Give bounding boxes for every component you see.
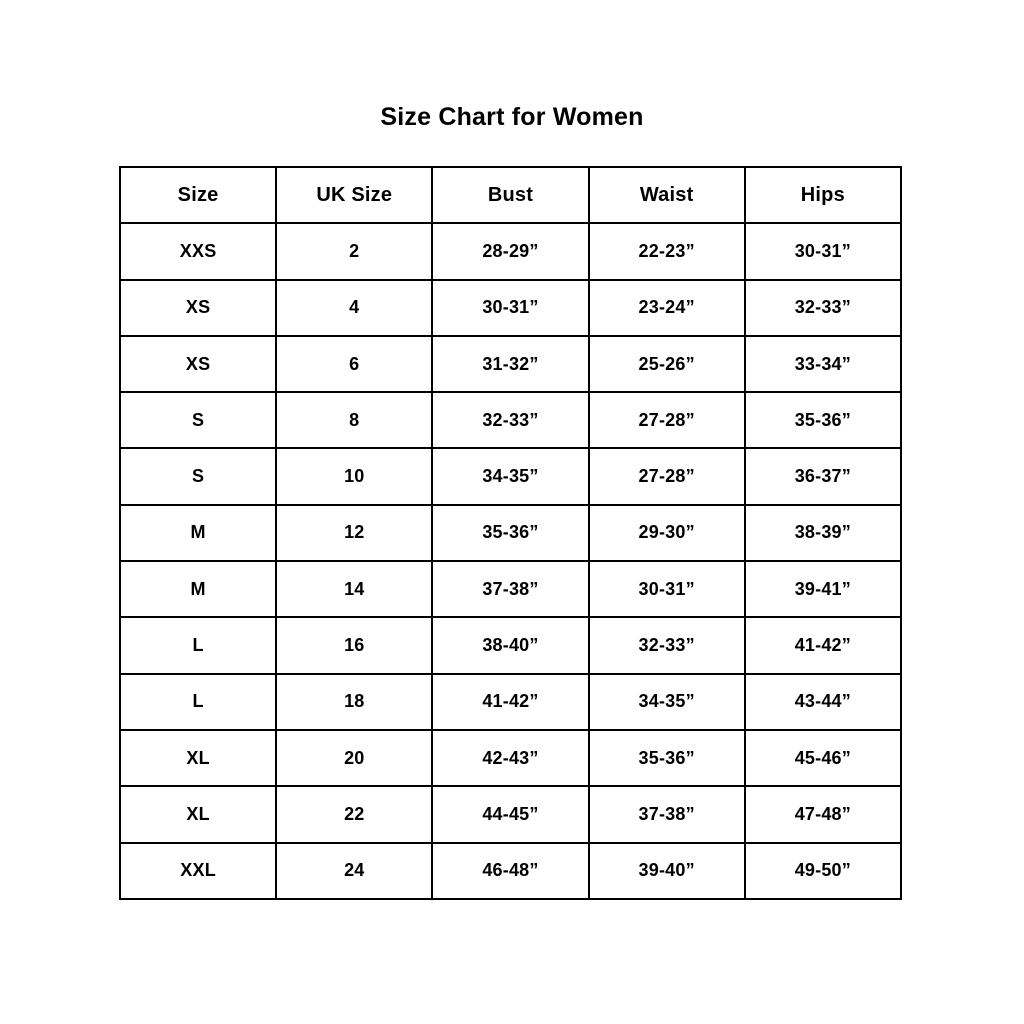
cell-uk-size: 12 xyxy=(275,503,434,563)
table-row: XS 6 31-32” 25-26” 33-34” xyxy=(118,334,902,394)
cell-hips: 30-31” xyxy=(743,222,902,281)
cell-size: M xyxy=(118,560,278,619)
cell-hips: 36-37” xyxy=(743,447,902,506)
column-header-waist: Waist xyxy=(587,165,746,225)
cell-waist: 23-24” xyxy=(587,278,746,337)
cell-uk-size: 4 xyxy=(275,278,434,337)
cell-hips: 45-46” xyxy=(743,728,902,788)
table-row: M 14 37-38” 30-31” 39-41” xyxy=(118,560,902,619)
cell-hips: 32-33” xyxy=(743,278,902,337)
cell-bust: 37-38” xyxy=(431,560,590,619)
cell-size: XL xyxy=(118,728,278,788)
cell-waist: 25-26” xyxy=(587,334,746,394)
table-row: XS 4 30-31” 23-24” 32-33” xyxy=(118,278,902,337)
cell-uk-size: 24 xyxy=(275,841,434,900)
table-row: L 18 41-42” 34-35” 43-44” xyxy=(118,672,902,731)
cell-waist: 30-31” xyxy=(587,560,746,619)
table-row: L 16 38-40” 32-33” 41-42” xyxy=(118,616,902,675)
cell-waist: 34-35” xyxy=(587,672,746,731)
cell-size: XS xyxy=(118,334,278,394)
cell-uk-size: 22 xyxy=(275,785,434,844)
cell-uk-size: 6 xyxy=(275,334,434,394)
cell-waist: 39-40” xyxy=(587,841,746,900)
cell-size: L xyxy=(118,616,278,675)
table-header: Size UK Size Bust Waist Hips xyxy=(118,165,902,225)
size-chart-table: Size UK Size Bust Waist Hips XXS 2 28-29… xyxy=(118,165,902,900)
cell-bust: 28-29” xyxy=(431,222,590,281)
cell-bust: 34-35” xyxy=(431,447,590,506)
cell-waist: 37-38” xyxy=(587,785,746,844)
cell-size: M xyxy=(118,503,278,563)
cell-uk-size: 2 xyxy=(275,222,434,281)
cell-uk-size: 16 xyxy=(275,616,434,675)
page-title: Size Chart for Women xyxy=(380,103,644,131)
cell-bust: 32-33” xyxy=(431,391,590,450)
cell-uk-size: 8 xyxy=(275,391,434,450)
cell-bust: 42-43” xyxy=(431,728,590,788)
cell-waist: 27-28” xyxy=(587,447,746,506)
cell-waist: 27-28” xyxy=(587,391,746,450)
table-row: XXL 24 46-48” 39-40” 49-50” xyxy=(118,841,902,900)
cell-hips: 35-36” xyxy=(743,391,902,450)
column-header-hips: Hips xyxy=(743,165,902,225)
cell-waist: 29-30” xyxy=(587,503,746,563)
table-row: XL 22 44-45” 37-38” 47-48” xyxy=(118,785,902,844)
column-header-uk-size: UK Size xyxy=(275,165,434,225)
cell-bust: 46-48” xyxy=(431,841,590,900)
cell-bust: 41-42” xyxy=(431,672,590,731)
cell-bust: 44-45” xyxy=(431,785,590,844)
table-row: S 8 32-33” 27-28” 35-36” xyxy=(118,391,902,450)
cell-uk-size: 18 xyxy=(275,672,434,731)
cell-bust: 35-36” xyxy=(431,503,590,563)
cell-hips: 41-42” xyxy=(743,616,902,675)
size-chart-table-container: Size UK Size Bust Waist Hips XXS 2 28-29… xyxy=(118,165,902,900)
cell-uk-size: 20 xyxy=(275,728,434,788)
cell-waist: 32-33” xyxy=(587,616,746,675)
cell-waist: 22-23” xyxy=(587,222,746,281)
cell-hips: 33-34” xyxy=(743,334,902,394)
cell-size: XXL xyxy=(118,841,278,900)
cell-size: XS xyxy=(118,278,278,337)
cell-uk-size: 14 xyxy=(275,560,434,619)
cell-hips: 43-44” xyxy=(743,672,902,731)
table-row: XXS 2 28-29” 22-23” 30-31” xyxy=(118,222,902,281)
cell-bust: 30-31” xyxy=(431,278,590,337)
cell-size: XXS xyxy=(118,222,278,281)
cell-size: S xyxy=(118,447,278,506)
cell-size: L xyxy=(118,672,278,731)
cell-size: XL xyxy=(118,785,278,844)
cell-uk-size: 10 xyxy=(275,447,434,506)
table-body: XXS 2 28-29” 22-23” 30-31” XS 4 30-31” 2… xyxy=(118,222,902,900)
table-row: XL 20 42-43” 35-36” 45-46” xyxy=(118,728,902,788)
cell-hips: 39-41” xyxy=(743,560,902,619)
table-row: M 12 35-36” 29-30” 38-39” xyxy=(118,503,902,563)
table-header-row: Size UK Size Bust Waist Hips xyxy=(118,165,902,225)
cell-hips: 47-48” xyxy=(743,785,902,844)
cell-hips: 38-39” xyxy=(743,503,902,563)
cell-hips: 49-50” xyxy=(743,841,902,900)
cell-waist: 35-36” xyxy=(587,728,746,788)
cell-bust: 31-32” xyxy=(431,334,590,394)
table-row: S 10 34-35” 27-28” 36-37” xyxy=(118,447,902,506)
cell-bust: 38-40” xyxy=(431,616,590,675)
cell-size: S xyxy=(118,391,278,450)
column-header-size: Size xyxy=(118,165,278,225)
column-header-bust: Bust xyxy=(431,165,590,225)
